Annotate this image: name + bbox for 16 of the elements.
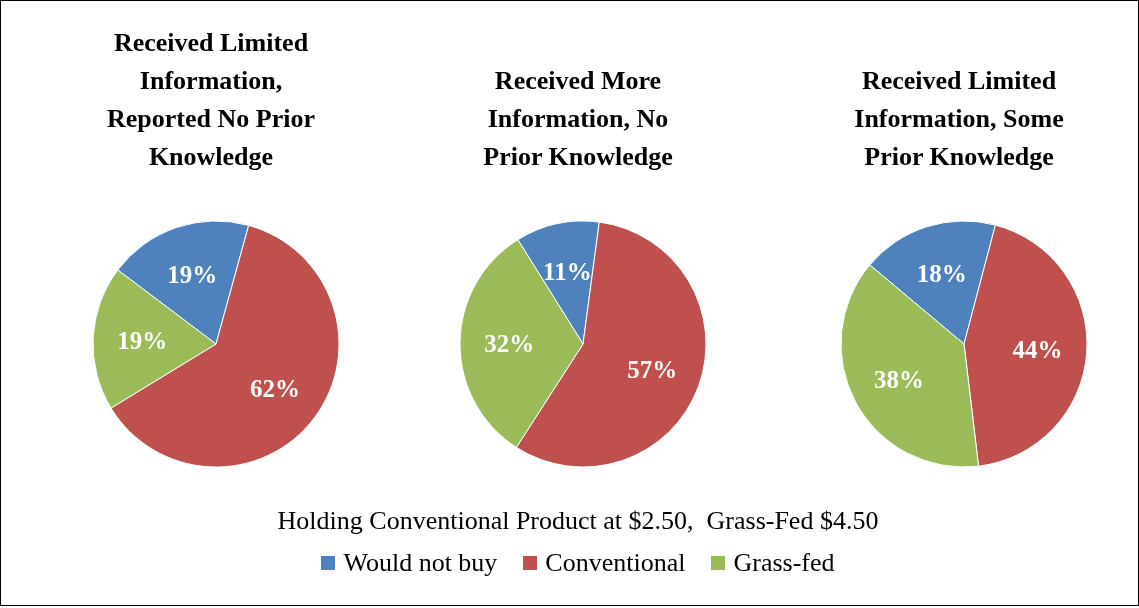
data-label: 18% bbox=[916, 260, 967, 288]
data-label: 44% bbox=[1012, 335, 1063, 363]
legend-label: Conventional bbox=[545, 548, 686, 578]
data-label: 62% bbox=[249, 374, 300, 402]
data-label: 38% bbox=[874, 365, 925, 393]
data-label: 19% bbox=[167, 260, 218, 288]
legend-label: Would not buy bbox=[343, 548, 498, 578]
chart-title: Received Limited Information, Reported No Prior Knowledge bbox=[106, 27, 316, 173]
chart-title: Received Limited Information, Some Prior Knowledge bbox=[853, 65, 1065, 173]
data-label: 57% bbox=[627, 355, 678, 383]
data-label: 32% bbox=[484, 329, 535, 357]
chart-title: Received More Information, No Prior Knowledge bbox=[482, 65, 674, 173]
legend-label: Grass-fed bbox=[733, 548, 835, 578]
data-label: 11% bbox=[543, 258, 592, 286]
text: Holding Conventional Product at $2.50, Grass-Fed $4.50 bbox=[276, 506, 880, 537]
data-label: 19% bbox=[117, 326, 168, 354]
